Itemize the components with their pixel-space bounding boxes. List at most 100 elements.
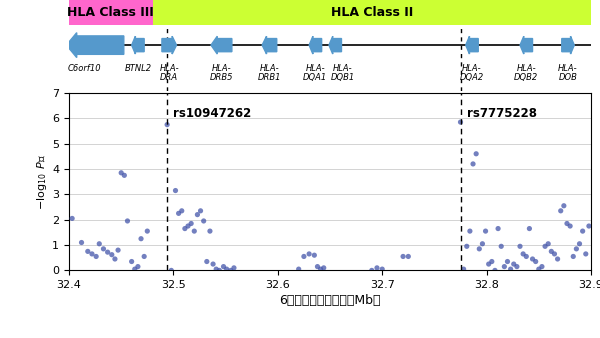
Point [226,268,236,273]
Point [556,208,566,214]
Point [367,268,377,273]
Point [294,266,304,272]
Text: C6orf10: C6orf10 [68,64,101,73]
Point [304,251,314,257]
Point [465,228,475,234]
Point [512,264,521,269]
Point [484,261,493,267]
Point [319,265,329,271]
Y-axis label: $-\log_{10}$ $P$値: $-\log_{10}$ $P$値 [35,153,49,210]
FancyArrow shape [262,36,277,54]
Point [521,254,531,259]
FancyArrow shape [131,36,144,54]
Text: HLA-
DQA2: HLA- DQA2 [460,64,484,82]
Point [313,264,322,269]
FancyArrow shape [329,36,341,54]
Point [167,268,176,273]
Point [398,254,408,259]
Point [503,259,512,264]
Point [87,251,97,257]
Point [534,266,544,272]
Point [130,266,140,272]
Point [544,241,553,246]
Point [456,119,466,125]
Point [229,265,239,271]
Point [94,241,104,246]
Point [110,256,120,262]
Text: rs7775228: rs7775228 [467,107,537,120]
Point [127,259,136,264]
Point [496,244,506,249]
Point [163,122,172,127]
Point [509,261,518,267]
Point [478,241,487,246]
Text: BTNL2: BTNL2 [124,64,151,73]
Point [372,265,382,271]
X-axis label: 6番染色体上の位置（Mb）: 6番染色体上の位置（Mb） [279,294,381,307]
Point [506,266,515,272]
Point [528,256,538,262]
Point [487,259,497,264]
Point [481,228,490,234]
Point [113,247,123,253]
Point [187,221,196,226]
Text: HLA-
DRB1: HLA- DRB1 [257,64,281,82]
Text: HLA-
DOB: HLA- DOB [558,64,578,82]
FancyArrow shape [309,36,322,54]
Point [122,218,132,224]
Point [493,226,503,231]
Text: HLA-
DQB2: HLA- DQB2 [514,64,538,82]
FancyArrow shape [211,36,232,54]
Point [133,264,143,269]
Point [202,259,212,264]
Text: HLA-
DQA1: HLA- DQA1 [303,64,328,82]
Point [177,208,187,214]
Point [404,254,413,259]
Text: HLA Class II: HLA Class II [331,6,413,19]
Point [462,244,472,249]
Point [584,223,594,229]
Point [143,228,152,234]
Point [553,256,562,262]
Point [316,266,325,272]
Bar [152,0,591,25]
Point [136,236,146,241]
Point [119,173,129,178]
FancyArrow shape [162,36,176,54]
FancyArrow shape [466,36,478,54]
Point [174,211,184,216]
Point [196,208,205,214]
Point [208,261,218,267]
Point [107,252,116,258]
Point [515,244,525,249]
Point [310,252,319,258]
Point [565,223,575,229]
Point [578,228,587,234]
Point [193,212,202,217]
Point [537,264,547,269]
Text: HLA-
DRA: HLA- DRA [160,64,179,82]
Text: HLA Class III: HLA Class III [67,6,154,19]
Point [199,218,208,224]
Point [475,246,484,251]
Point [524,226,534,231]
Bar [69,0,152,25]
Point [572,246,581,251]
Point [459,266,469,272]
Point [83,249,92,254]
Point [215,268,224,273]
FancyArrow shape [562,36,574,54]
Point [103,249,112,255]
Point [540,244,550,249]
FancyArrow shape [520,36,533,54]
Point [568,254,578,259]
Point [139,254,149,259]
FancyArrow shape [67,33,124,57]
Point [581,251,590,257]
Point [559,203,569,209]
Point [472,151,481,156]
Point [211,266,221,272]
Point [98,246,108,251]
Point [116,170,126,175]
Point [180,226,190,231]
